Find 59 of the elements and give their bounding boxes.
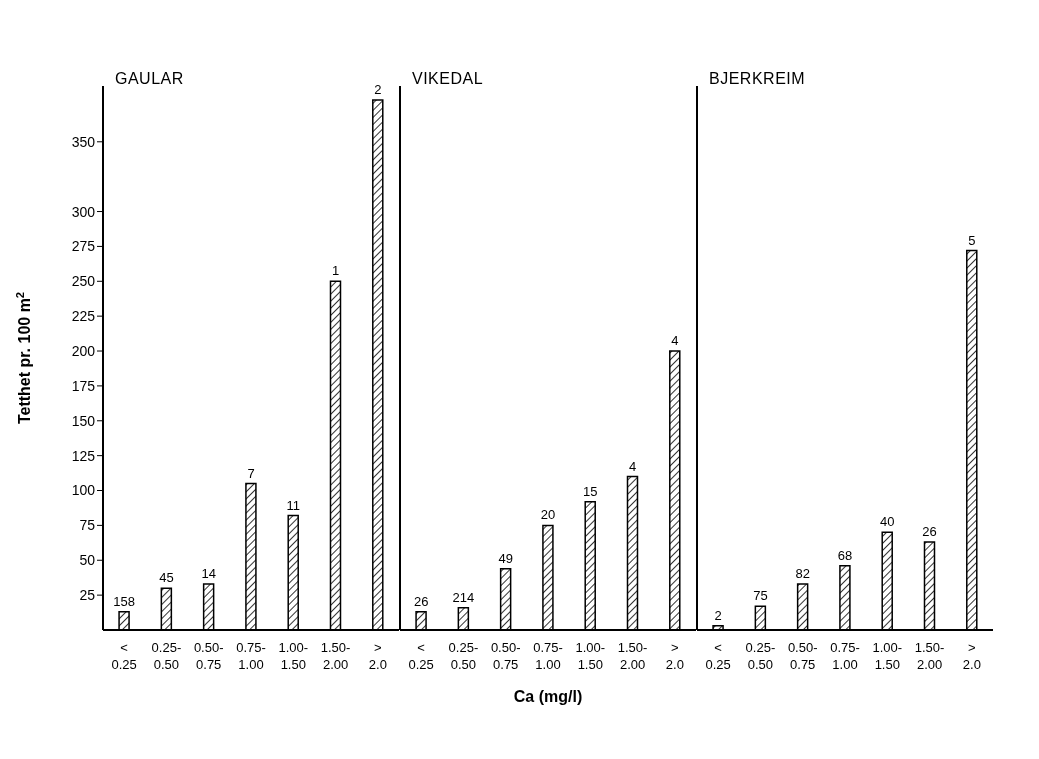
x-tick-label: > 2.0 [962,640,981,672]
annotation: 45 [159,570,174,586]
annotation: 82 [795,565,810,581]
x-tick-label: 1.50- 2.00 [320,640,351,672]
annotation: 14 [201,565,216,581]
x-tick-label: 1.50- 2.00 [914,640,945,672]
x-tick-label: 0.50- 0.75 [490,640,521,672]
annotation: 7 [247,465,255,481]
x-tick-label: 0.25- 0.50 [448,640,479,672]
annotation: 5 [968,232,976,248]
annotation: 2 [374,81,382,97]
annotation: 4 [671,333,679,349]
x-tick-label: 0.50- 0.75 [193,640,224,672]
annotation: 49 [498,550,513,566]
x-tick-label: > 2.0 [665,640,684,672]
x-tick-label: 0.50- 0.75 [787,640,818,672]
y-tick-label: 175 [71,377,96,394]
x-tick-label: > 2.0 [368,640,387,672]
y-tick-label: 250 [71,273,96,290]
x-tick-label: 1.00- 1.50 [872,640,903,672]
y-tick-label: 200 [71,343,96,359]
x-tick-label: 1.50- 2.00 [617,640,648,672]
annotation: 158 [113,593,135,609]
y-tick-label: 275 [71,238,96,255]
chart-title: VIKEDAL [412,70,484,88]
y-tick-label: 125 [71,447,96,464]
x-tick-label: < 0.25 [705,640,731,672]
y-tick-label: 75 [79,517,96,534]
y-tick-label: 225 [71,308,96,325]
x-tick-label: < 0.25 [111,640,137,672]
annotation: 1 [331,263,340,279]
y-tick-label: 350 [71,133,96,150]
annotation: 214 [452,589,475,605]
annotation: 20 [540,507,556,523]
x-tick-label: 1.00- 1.50 [278,640,309,672]
x-tick-label: 0.25- 0.50 [151,640,182,672]
annotation: 68 [837,547,853,563]
x-tick-label: 1.00- 1.50 [575,640,606,672]
annotation: 75 [753,588,768,604]
x-tick-label: 0.75- 1.00 [533,640,563,672]
x-tick-label: < 0.25 [408,640,434,672]
y-tick-label: 150 [71,412,96,429]
x-axis-title: Ca (mg/l) [513,688,583,705]
x-tick-label: 0.75- 1.00 [830,640,860,672]
annotation: 2 [714,607,722,623]
y-tick-label: 100 [71,482,96,499]
y-tick-label: 25 [79,587,96,604]
annotation: 15 [583,483,598,499]
y-tick-label: 300 [71,203,96,220]
y-tick-label: 50 [79,552,96,569]
annotation: 4 [628,458,637,474]
x-tick-label: 0.75- 1.00 [236,640,266,672]
annotation: 40 [880,514,895,530]
annotation: 26 [413,593,429,609]
chart-title: BJERKREIM [709,70,806,88]
annotation: 26 [922,524,937,540]
annotation: 11 [286,497,301,513]
chart-title: GAULAR [115,70,184,88]
x-tick-label: 0.25- 0.50 [745,640,776,672]
